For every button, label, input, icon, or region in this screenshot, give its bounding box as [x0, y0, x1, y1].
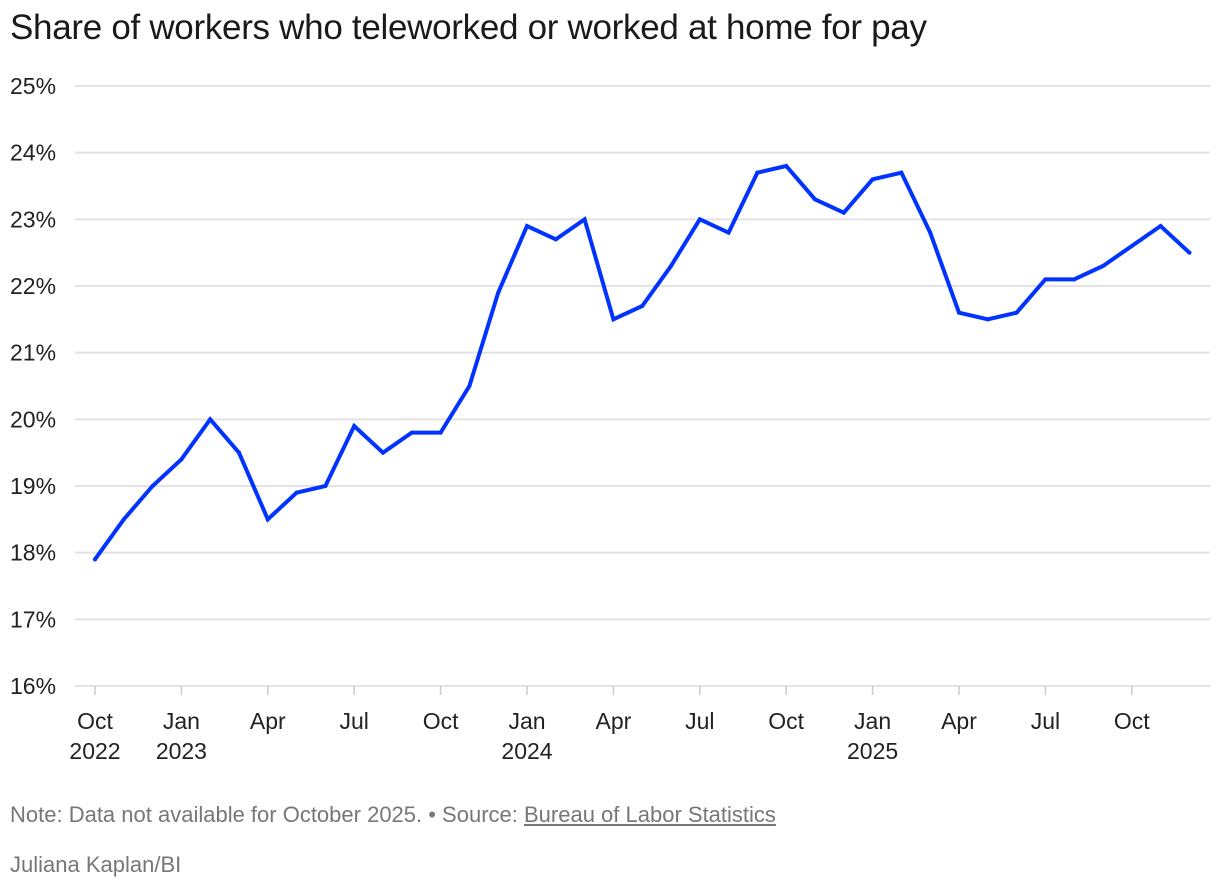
y-tick-label: 20%: [10, 406, 56, 432]
x-tick-label: Apr: [250, 708, 286, 734]
data-point: [525, 224, 529, 228]
data-point: [323, 484, 328, 488]
data-point: [553, 237, 558, 242]
data-point: [1072, 277, 1077, 282]
credit: Juliana Kaplan/BI: [10, 852, 182, 877]
x-tick-year: 2024: [501, 738, 552, 764]
data-point: [294, 490, 299, 495]
data-point: [409, 430, 414, 435]
y-tick-label: 25%: [10, 73, 56, 99]
x-tick-label: Oct: [77, 708, 113, 734]
data-point: [870, 177, 875, 182]
x-tick-label: Jul: [685, 708, 714, 734]
data-point: [352, 424, 357, 428]
x-tick-label: Jan: [854, 708, 891, 734]
data-point: [265, 517, 270, 522]
data-point: [1187, 250, 1192, 255]
data-point: [496, 290, 501, 295]
data-point: [582, 217, 587, 222]
data-point: [121, 517, 126, 522]
data-point: [755, 170, 760, 175]
data-point: [726, 230, 731, 235]
data-point: [438, 430, 443, 435]
y-tick-label: 19%: [10, 473, 56, 499]
x-tick-label: Oct: [768, 708, 804, 734]
source-link[interactable]: Bureau of Labor Statistics: [524, 802, 776, 827]
y-tick-label: 22%: [10, 273, 56, 299]
data-point: [985, 317, 990, 322]
x-tick-label: Jul: [1031, 708, 1060, 734]
y-tick-label: 18%: [10, 540, 56, 566]
data-point: [841, 210, 846, 215]
data-point: [467, 384, 472, 388]
data-point: [237, 450, 241, 455]
y-tick-label: 21%: [10, 340, 56, 366]
data-point: [1043, 277, 1048, 282]
note-text: Note: Data not available for October 202…: [10, 802, 524, 827]
x-tick-label: Apr: [941, 708, 977, 734]
y-tick-label: 17%: [10, 606, 56, 632]
data-point: [93, 557, 97, 562]
x-tick-label: Oct: [1114, 708, 1150, 734]
data-point: [381, 450, 385, 455]
x-tick-year: 2023: [156, 738, 207, 764]
footnote: Note: Data not available for October 202…: [10, 802, 776, 828]
x-tick-label: Apr: [596, 708, 632, 734]
x-tick-label: Oct: [423, 708, 459, 734]
data-point: [784, 164, 789, 168]
x-tick-label: Jul: [339, 708, 368, 734]
data-point: [957, 310, 961, 315]
data-point: [640, 304, 645, 308]
data-point: [179, 457, 184, 462]
y-tick-label: 24%: [10, 140, 56, 166]
data-point: [208, 417, 213, 422]
x-tick-year: 2022: [69, 738, 120, 764]
data-point: [899, 170, 904, 175]
y-tick-label: 16%: [10, 673, 56, 699]
x-tick-year: 2025: [847, 738, 898, 764]
data-point: [1158, 224, 1163, 228]
data-point: [928, 230, 933, 235]
data-point: [669, 264, 673, 268]
data-point: [813, 197, 817, 202]
series-line: [93, 163, 1192, 562]
y-tick-label: 23%: [10, 206, 56, 232]
data-point: [1014, 310, 1019, 315]
x-tick-label: Jan: [163, 708, 200, 734]
data-point: [150, 484, 155, 488]
data-point: [611, 317, 616, 322]
chart-title: Share of workers who teleworked or worke…: [10, 8, 927, 47]
data-point: [697, 217, 702, 222]
x-tick-label: Jan: [508, 708, 545, 734]
line-chart: 16% 17% 18% 19% 20% 21% 22% 23% 24% 25% Oct 2022 Jan…: [10, 73, 1210, 764]
data-point: [1101, 264, 1105, 268]
